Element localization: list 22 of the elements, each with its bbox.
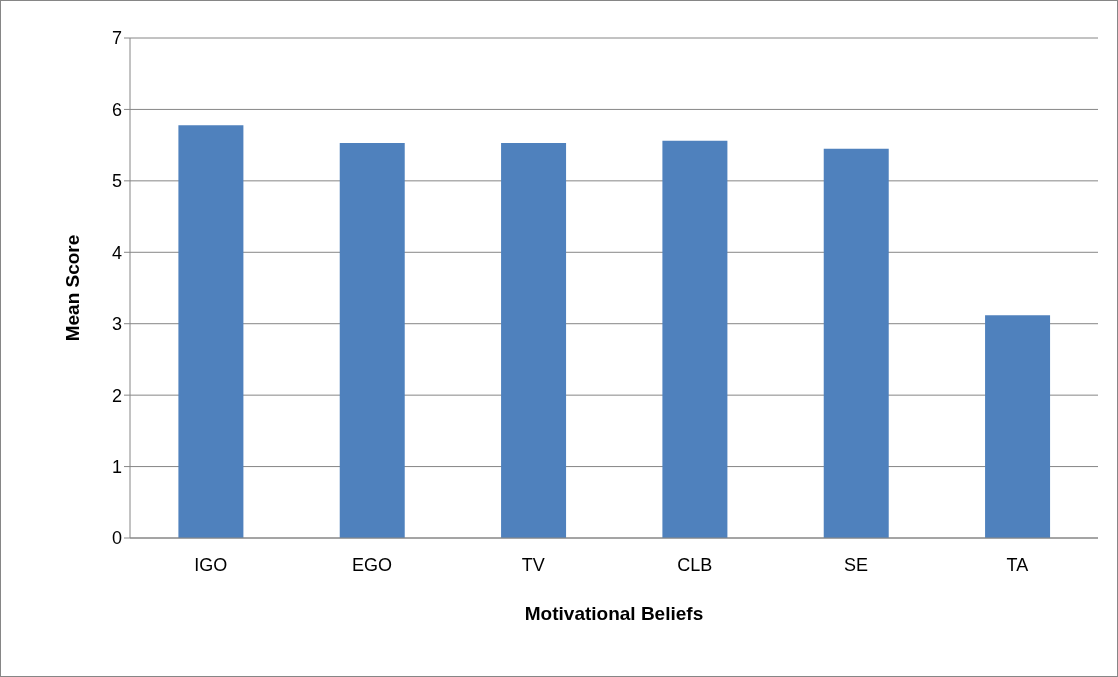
x-tick-label: TA [1006,554,1029,575]
y-tick-label: 3 [111,314,122,335]
x-tick-label: TV [521,554,545,575]
x-tick-label: EGO [351,554,393,575]
x-tick-label: CLB [677,554,713,575]
x-tick-label: IGO [194,554,228,575]
x-axis-title: Motivational Beliefs [524,603,704,624]
bar [501,143,567,538]
y-tick-label: 0 [111,528,122,549]
y-axis-title: Mean Score [61,234,83,342]
bar [823,148,889,538]
bar [985,315,1051,538]
bar [178,125,244,538]
y-tick-label: 4 [111,242,122,263]
y-tick-label: 5 [111,171,122,192]
y-tick-label: 6 [111,99,122,120]
bar [662,140,728,538]
x-tick-label: SE [843,554,869,575]
y-tick-label: 7 [111,28,122,49]
bar [339,143,405,538]
y-tick-label: 1 [111,456,122,477]
y-tick-label: 2 [111,385,122,406]
